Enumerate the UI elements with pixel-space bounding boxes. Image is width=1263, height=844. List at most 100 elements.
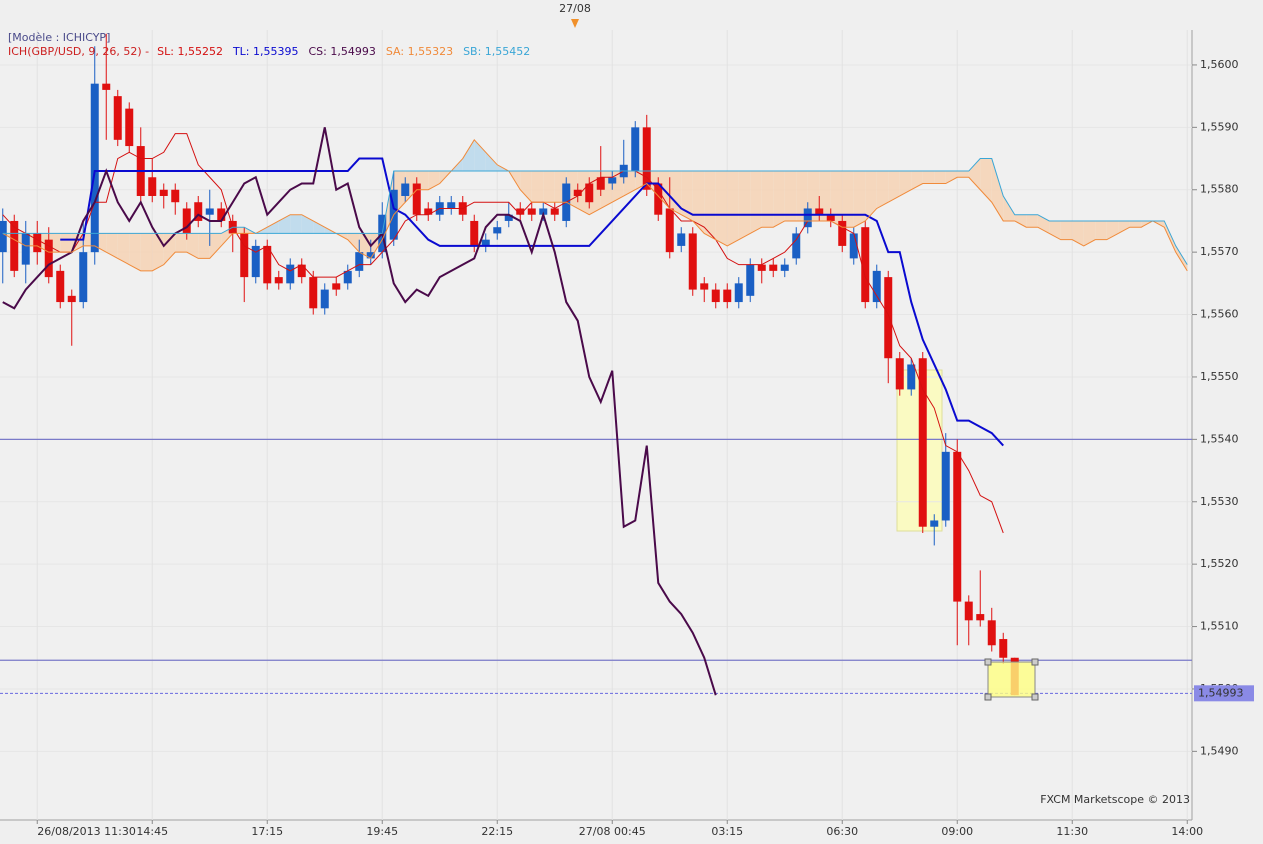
candle-body [401, 183, 410, 196]
candle-body [493, 227, 502, 234]
x-tick-label: 11:30 [1056, 825, 1088, 838]
candle-body [470, 220, 479, 246]
cloud-fill [899, 171, 912, 196]
cloud-fill [175, 233, 187, 253]
candle-body [516, 208, 525, 215]
cloud-fill [807, 171, 820, 221]
y-tick-label: 1,5540 [1200, 432, 1239, 445]
candle-body [205, 208, 214, 215]
candle-body [90, 83, 99, 253]
candle-body [481, 239, 490, 246]
y-tick-label: 1,5590 [1200, 120, 1239, 133]
candle-body [251, 245, 260, 278]
candle-body [424, 208, 433, 215]
selection-handle[interactable] [1031, 658, 1039, 666]
candle-body [596, 177, 605, 190]
candle-body [550, 208, 559, 215]
cloud-fill [474, 139, 486, 172]
indicator-label: ICH(GBP/USD, 9, 26, 52) - [8, 45, 149, 58]
selection-box[interactable] [987, 661, 1036, 698]
candle-body [10, 220, 19, 271]
cloud-fill [934, 171, 946, 184]
candle-body [320, 289, 329, 309]
candle-body [148, 177, 157, 196]
candle-body [527, 208, 536, 215]
candle-body [918, 358, 927, 527]
x-tick-label: 06:30 [826, 825, 858, 838]
candle-body [976, 614, 985, 621]
cloud-fill [347, 233, 360, 253]
cloud-fill [577, 171, 590, 215]
cloud-fill [761, 171, 774, 228]
y-tick-label: 1,5530 [1200, 495, 1239, 508]
candle-body [240, 233, 249, 278]
candle-body [182, 208, 191, 234]
candle-body [792, 233, 801, 259]
x-tick-label: 14:45 [136, 825, 168, 838]
cloud-fill [991, 158, 1004, 221]
candle-body [573, 189, 582, 196]
cloud-fill [1129, 220, 1142, 228]
cloud-fill [1118, 220, 1130, 234]
y-tick-label: 1,5570 [1200, 245, 1239, 258]
legend-entry: TL: 1,55395 [232, 45, 299, 58]
cloud-fill [819, 171, 831, 221]
candle-body [930, 520, 939, 527]
legend-entry: SL: 1,55252 [157, 45, 223, 58]
candle-body [665, 208, 674, 253]
candle-body [723, 289, 732, 303]
legend-entry: SB: 1,55452 [463, 45, 530, 58]
candle-body [700, 283, 709, 290]
y-tick-label: 1,5490 [1200, 744, 1239, 757]
cloud-fill [129, 233, 141, 271]
candle-body [171, 189, 180, 203]
candle-body [447, 202, 456, 209]
cloud-fill [140, 233, 153, 271]
x-tick-label: 26/08/2013 11:30 [37, 825, 136, 838]
cloud-fill [980, 158, 992, 203]
candle-body [964, 601, 973, 621]
candle-body [838, 220, 847, 246]
cloud-fill [290, 214, 302, 234]
selection-handle[interactable] [984, 693, 992, 701]
cloud-fill [957, 171, 969, 178]
cloud-fill [1164, 220, 1176, 253]
cloud-fill [462, 139, 475, 172]
cloud-fill [313, 220, 325, 234]
cloud-fill [1175, 245, 1188, 271]
candle-body [263, 245, 272, 284]
cloud-fill [945, 171, 958, 184]
cloud-fill [106, 233, 118, 259]
cloud-fill [876, 171, 889, 209]
cloud-fill [727, 171, 739, 246]
y-tick-label: 1,5550 [1200, 370, 1239, 383]
x-tick-label: 17:15 [251, 825, 283, 838]
last-price-box [1194, 685, 1254, 702]
selection-handle[interactable] [1031, 693, 1039, 701]
indicator-line [60, 157, 1004, 447]
indicator-line [2, 158, 1188, 265]
candle-body [677, 233, 686, 246]
candle-body [355, 252, 364, 271]
candle-body [654, 183, 663, 215]
cloud-fill [1014, 214, 1027, 228]
selection-handle[interactable] [984, 658, 992, 666]
indicator-line [2, 127, 717, 696]
candle-body [826, 214, 835, 221]
candle-body [412, 183, 421, 215]
y-tick-label: 1,5600 [1200, 58, 1239, 71]
candle-body [33, 233, 42, 253]
candle-body [21, 233, 30, 265]
x-tick-label: 22:15 [481, 825, 513, 838]
cloud-fill [209, 233, 222, 259]
indicator-line [2, 139, 1188, 272]
y-tick-label: 1,5560 [1200, 308, 1239, 321]
candle-body [585, 183, 594, 203]
cloud-fill [1072, 220, 1084, 246]
candle-body [0, 220, 7, 253]
candle-body [504, 214, 513, 221]
candle-body [274, 277, 283, 284]
cloud-fill [796, 171, 808, 221]
cloud-fill [1095, 220, 1107, 240]
x-tick-label: 14:00 [1171, 825, 1203, 838]
